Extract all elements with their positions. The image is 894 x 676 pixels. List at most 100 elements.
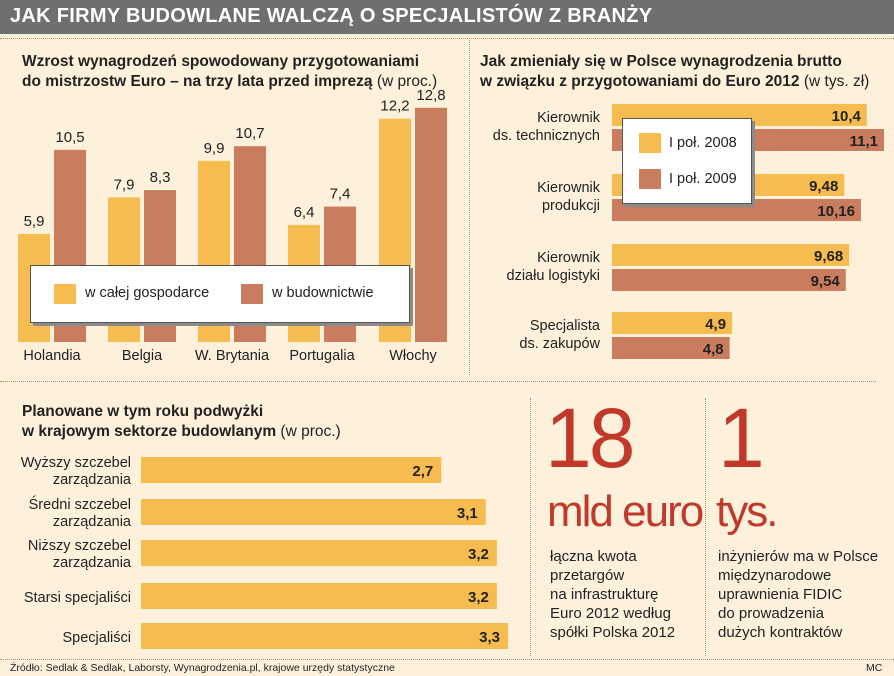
category-label: Wyższy szczebel — [21, 455, 131, 471]
legend-label-construction: w budownictwie — [272, 285, 374, 301]
bar-value-label: 9,68 — [814, 248, 843, 265]
fact2-number: 1 — [718, 391, 765, 485]
category-label: Starsi specjaliści — [24, 590, 131, 606]
bar-value-label: 10,4 — [832, 108, 862, 125]
bar-I-poł.-2009 — [612, 199, 861, 221]
bar-I-poł.-2009 — [612, 337, 730, 359]
fact1-line: Euro 2012 według — [550, 605, 671, 622]
bar-value-label: 9,9 — [204, 140, 225, 157]
legend-label-economy: w całej gospodarce — [85, 285, 210, 301]
chart1-title-line1: Wzrost wynagrodzeń spowodowany przygotow… — [22, 53, 419, 70]
bar-raise — [141, 540, 497, 566]
fact1-line: przetargów — [550, 567, 625, 584]
bar-raise — [141, 457, 442, 483]
bar-value-label: 10,7 — [235, 125, 264, 142]
fact2-line: do prowadzenia — [718, 605, 824, 622]
category-label: Kierownik — [537, 180, 601, 196]
category-label: ds. technicznych — [493, 128, 600, 144]
category-label: Holandia — [23, 348, 81, 364]
chart2-title: Jak zmieniały się w Polsce wynagrodzenia… — [480, 52, 869, 92]
category-label: Specjalista — [530, 318, 601, 334]
fact2-line: dużych kontraktów — [718, 624, 843, 641]
category-label: działu logistyki — [507, 268, 601, 284]
chart3-title-line1: Planowane w tym roku podwyżki — [22, 403, 264, 420]
bar-value-label: 6,4 — [294, 204, 315, 221]
fact1-line: na infrastrukturę — [550, 586, 659, 603]
bar-value-label: 11,1 — [850, 133, 878, 150]
title-bar: JAK FIRMY BUDOWLANE WALCZĄ O SPECJALISTÓ… — [0, 0, 894, 34]
fact1-unit: mld euro — [547, 487, 704, 536]
category-label: Kierownik — [537, 250, 601, 266]
fact2-line: międzynarodowe — [718, 567, 832, 584]
bar-value-label: 4,9 — [705, 316, 726, 333]
legend-swatch-brick — [241, 284, 263, 304]
bar-value-label: 5,9 — [24, 213, 45, 230]
category-label: Włochy — [389, 348, 437, 364]
legend-label-2009: I poł. 2009 — [669, 171, 737, 187]
bar-I-poł.-2008 — [612, 244, 850, 266]
chart1-title-line2: do mistrzostw Euro – na trzy lata przed … — [22, 73, 373, 90]
legend-swatch-yellow — [54, 284, 76, 304]
chart3-title-line2: w krajowym sektorze budowlanym — [22, 423, 277, 440]
bar-raise — [141, 499, 486, 525]
separator — [469, 40, 470, 375]
bar-value-label: 9,48 — [809, 178, 838, 195]
chart1-title: Wzrost wynagrodzeń spowodowany przygotow… — [22, 52, 437, 92]
category-label: Kierownik — [537, 110, 601, 126]
chart1-vertical-bars: 5,9 10,5 Holandia 7,9 8,3 Belgia 9,9 10,7 W. Bry… — [18, 90, 447, 364]
category-label: produkcji — [542, 198, 600, 214]
bar-value-label: 3,1 — [457, 505, 478, 522]
bar-value-label: 3,2 — [468, 589, 489, 606]
bar-raise — [141, 583, 497, 609]
chart2-unit: (w tys. zł) — [803, 73, 870, 90]
fact2-unit: tys. — [716, 487, 778, 536]
bar-value-label: 3,3 — [479, 629, 500, 646]
bar-value-label: 10,16 — [817, 203, 855, 220]
bar-raise — [141, 623, 508, 649]
fact2-description: inżynierów ma w Polsce międzynarodowe up… — [718, 547, 878, 642]
bar-value-label: 4,8 — [703, 341, 724, 358]
category-label: Specjaliści — [63, 630, 132, 646]
bar-value-label: 10,5 — [55, 129, 84, 146]
bar-value-label: 12,2 — [380, 98, 409, 115]
bar-I-poł.-2008 — [612, 312, 733, 334]
bar-value-label: 12,8 — [416, 90, 445, 104]
bar-value-label: 9,54 — [811, 273, 841, 290]
bar-value-label: 7,4 — [330, 186, 351, 203]
bar-w-budownictwie — [415, 107, 447, 342]
fact2-line: inżynierów ma w Polsce — [718, 548, 879, 565]
bar-value-label: 8,3 — [150, 169, 171, 186]
chart2-title-line2: w związku z przygotowaniami do Euro 2012 — [480, 73, 800, 90]
category-label: Średni szczebel — [29, 495, 131, 513]
legend-label-2008: I poł. 2008 — [669, 135, 737, 151]
fact1-line: łączna kwota — [550, 548, 637, 565]
legend-swatch-brick — [639, 169, 661, 189]
category-label: Portugalia — [289, 348, 355, 364]
fact1-number: 18 — [545, 391, 635, 485]
separator — [0, 659, 894, 660]
chart1-legend: w całej gospodarce w budownictwie — [30, 265, 410, 323]
chart3-unit: (w proc.) — [280, 423, 341, 440]
chart1-unit: (w proc.) — [376, 73, 438, 90]
bar-I-poł.-2009 — [612, 269, 846, 291]
separator — [705, 398, 706, 656]
category-label: Belgia — [122, 348, 163, 364]
fact1-description: łączna kwota przetargów na infrastruktur… — [550, 547, 675, 642]
separator — [530, 398, 531, 656]
category-label: zarządzania — [53, 514, 132, 530]
source-note: Źródło: Sedlak & Sedlak, Laborsty, Wynag… — [10, 662, 395, 674]
fact2-line: uprawnienia FIDIC — [718, 586, 843, 603]
category-label: ds. zakupów — [519, 336, 600, 352]
category-label: Niższy szczebel — [28, 538, 131, 554]
fact1-line: spółki Polska 2012 — [550, 624, 676, 641]
category-label: W. Brytania — [195, 348, 270, 364]
chart2-legend: I poł. 2008 I poł. 2009 — [622, 118, 752, 204]
separator — [0, 381, 876, 382]
author-initials: MC — [866, 662, 883, 674]
chart2-title-line1: Jak zmieniały się w Polsce wynagrodzenia… — [480, 53, 842, 70]
chart3-title: Planowane w tym roku podwyżki w krajowym… — [22, 402, 341, 442]
bar-value-label: 7,9 — [114, 176, 135, 193]
category-label: zarządzania — [53, 555, 132, 571]
